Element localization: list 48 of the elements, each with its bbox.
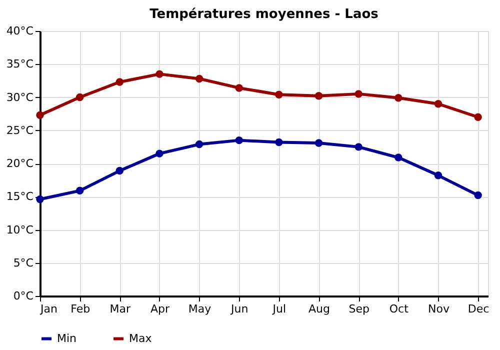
point [36, 111, 44, 120]
y-tick-label: 25°C [6, 124, 34, 137]
point [36, 195, 44, 204]
y-tick-label: 20°C [6, 157, 34, 170]
y-tick-label: 0°C [13, 290, 34, 302]
point [434, 172, 442, 180]
x-tick-label: Mar [110, 302, 131, 316]
point [235, 136, 243, 144]
y-tick-label: 15°C [6, 190, 34, 204]
point [394, 154, 402, 162]
point [314, 139, 323, 147]
x-tick-label: Sep [348, 302, 370, 316]
point [354, 90, 362, 98]
point [76, 93, 84, 102]
y-tick-label: 10°C [6, 223, 34, 236]
chart-title: Températures moyennes - Laos [150, 7, 379, 22]
x-tick-label: Jun [230, 302, 248, 316]
point [354, 143, 362, 151]
point [116, 78, 124, 86]
point [394, 94, 402, 102]
point [235, 84, 243, 92]
point [116, 166, 124, 175]
x-tick-label: Jul [272, 302, 286, 316]
point [76, 186, 84, 195]
point [156, 150, 164, 158]
point [195, 74, 204, 83]
point [474, 113, 482, 121]
x-tick-label: Feb [70, 302, 90, 316]
point [314, 92, 323, 100]
x-tick-label: Nov [428, 302, 450, 316]
y-tick-label: 5°C [13, 256, 34, 270]
legend-label: Min [57, 332, 77, 345]
point [156, 70, 164, 78]
x-tick-label: May [188, 302, 212, 316]
legend-label: Max [129, 332, 152, 345]
point [474, 191, 482, 200]
y-tick-label: 30°C [6, 90, 34, 104]
x-tick-label: Oct [389, 302, 410, 316]
y-tick-label: 35°C [6, 58, 34, 71]
x-tick-label: Aug [308, 302, 330, 316]
x-tick-label: Jan [40, 302, 58, 316]
point [434, 100, 442, 108]
x-tick-label: Apr [150, 302, 170, 316]
y-tick-label: 40°C [6, 24, 34, 38]
x-tick-label: Dec [468, 302, 490, 316]
point [195, 140, 204, 148]
point [275, 90, 283, 98]
point [275, 138, 283, 146]
